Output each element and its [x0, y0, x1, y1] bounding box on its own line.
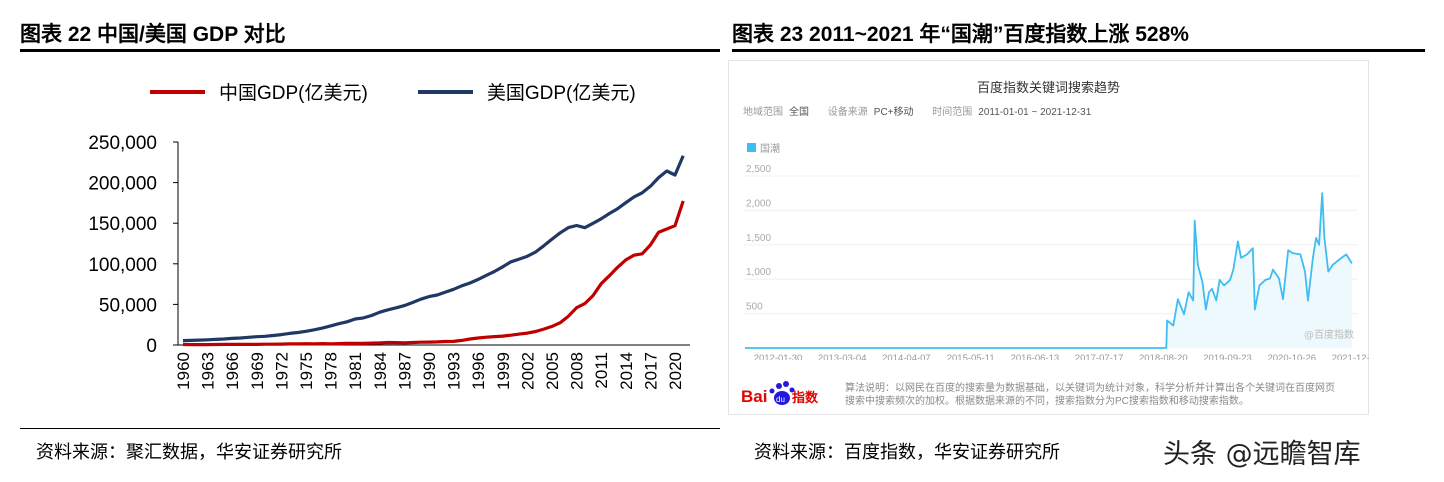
x-tick-label: 1969 — [248, 352, 267, 390]
panel-heading: 百度指数关键词搜索趋势 — [976, 80, 1120, 95]
china-gdp-line — [182, 200, 685, 347]
x-tick-label: 2012-01-30 — [754, 353, 803, 360]
x-tick-label: 2002 — [518, 352, 537, 390]
x-tick-label: 2013-03-04 — [818, 353, 867, 360]
region-label: 地域范围 — [743, 107, 783, 118]
x-tick-label: 2011 — [592, 352, 611, 389]
device-value[interactable]: PC+移动 — [873, 107, 914, 118]
x-tick-label: 1972 — [272, 352, 291, 390]
x-tick-label: 2020 — [666, 352, 685, 390]
title-divider — [20, 49, 720, 52]
x-tick-label: 1963 — [199, 352, 218, 390]
x-tick-label: 1984 — [371, 352, 390, 390]
x-tick-label: 2020-10-26 — [1267, 353, 1316, 360]
x-tick-label: 1966 — [223, 352, 242, 390]
x-tick-label: 1999 — [494, 352, 513, 390]
x-tick-label: 1993 — [445, 352, 464, 390]
y-tick-label: 50,000 — [99, 295, 157, 316]
svg-text:指数: 指数 — [792, 390, 819, 406]
baidu-index-logo: Bai du 指数 — [741, 379, 821, 409]
y-tick-label: 1,000 — [746, 267, 771, 278]
x-tick-label: 2014-04-07 — [882, 353, 931, 360]
region-value[interactable]: 全国 — [789, 107, 809, 118]
legend-label-guochao: 国潮 — [760, 144, 780, 155]
series-legend: 国潮 — [747, 140, 780, 155]
x-tick-label: 1990 — [420, 352, 439, 390]
x-tick-label: 1987 — [395, 352, 414, 390]
legend-label-usa: 美国GDP(亿美元) — [486, 83, 636, 104]
x-tick-label: 1981 — [346, 352, 365, 390]
svg-text:du: du — [776, 395, 785, 404]
figure-22-source: 资料来源：聚汇数据，华安证券研究所 — [36, 442, 342, 463]
x-tick-label: 2017 — [641, 352, 660, 390]
footer-divider — [20, 428, 720, 429]
x-tick-label: 2014 — [617, 352, 636, 390]
device-label: 设备来源 — [827, 107, 868, 118]
y-tick-label: 1,500 — [746, 233, 771, 244]
figure-22-title: 图表 22 中国/美国 GDP 对比 — [20, 23, 286, 46]
toutiao-watermark: 头条 @远瞻智库 — [1163, 439, 1361, 470]
time-value[interactable]: 2011-01-01 ~ 2021-12-31 — [978, 107, 1092, 118]
x-tick-label: 2008 — [568, 352, 587, 390]
svg-text:Bai: Bai — [741, 387, 767, 406]
baidu-index-panel: 百度指数关键词搜索趋势 地域范围 全国 设备来源 PC+移动 时间范围 2011-01… — [728, 60, 1369, 415]
guochao-line — [745, 192, 1353, 349]
y-tick-label: 2,500 — [746, 164, 771, 175]
gdp-line-chart: 0 50,000 100,000 150,000 200,000 250,000 1960 1… — [88, 133, 690, 390]
x-tick-label: 2017-07-17 — [1075, 353, 1124, 360]
x-tick-label: 2018-08-20 — [1139, 353, 1188, 360]
x-tick-label: 2021-12-27 — [1332, 353, 1369, 360]
legend-swatch-usa — [417, 89, 473, 94]
y-tick-label: 100,000 — [88, 255, 157, 276]
chart-watermark: @百度指数 — [1304, 328, 1354, 341]
usa-gdp-line — [182, 155, 685, 343]
y-tick-label: 250,000 — [88, 133, 157, 154]
x-tick-label: 1996 — [469, 352, 488, 390]
panel-filters: 地域范围 全国 设备来源 PC+移动 时间范围 2011-01-01 ~ 2021-1… — [743, 103, 1107, 118]
y-tick-label: 2,000 — [746, 198, 771, 209]
x-tick-label: 2016-06-13 — [1011, 353, 1060, 360]
x-tick-label: 1978 — [322, 352, 341, 390]
area-fill — [1166, 193, 1352, 348]
y-tick-label: 200,000 — [88, 174, 157, 195]
x-tick-label: 2015-05-11 — [947, 353, 995, 360]
legend-swatch-guochao — [747, 143, 756, 152]
y-tick-label: 0 — [146, 336, 157, 357]
x-tick-label: 1960 — [174, 352, 193, 390]
title-divider — [732, 49, 1425, 52]
figure-23-title: 图表 23 2011~2021 年“国潮”百度指数上涨 528% — [732, 23, 1189, 46]
x-tick-label: 2005 — [543, 352, 562, 390]
time-label: 时间范围 — [932, 107, 973, 118]
algorithm-note: 算法说明：以网民在百度的搜索量为数据基础，以关键词为统计对象，科学分析并计算出各… — [845, 383, 1335, 407]
y-tick-label: 150,000 — [88, 214, 157, 235]
legend-swatch-china — [150, 89, 205, 94]
baidu-index-chart: 500 1,000 1,500 2,000 2,500 @百度指数 2012-01-30 20… — [743, 164, 1369, 360]
x-tick-label: 2019-09-23 — [1203, 353, 1252, 360]
y-tick-label: 500 — [746, 302, 763, 313]
gdp-legend: 中国GDP(亿美元) 美国GDP(亿美元) — [150, 78, 636, 105]
x-tick-label: 1975 — [297, 352, 316, 390]
figure-23-source: 资料来源：百度指数，华安证券研究所 — [754, 442, 1060, 463]
legend-label-china: 中国GDP(亿美元) — [219, 83, 368, 104]
